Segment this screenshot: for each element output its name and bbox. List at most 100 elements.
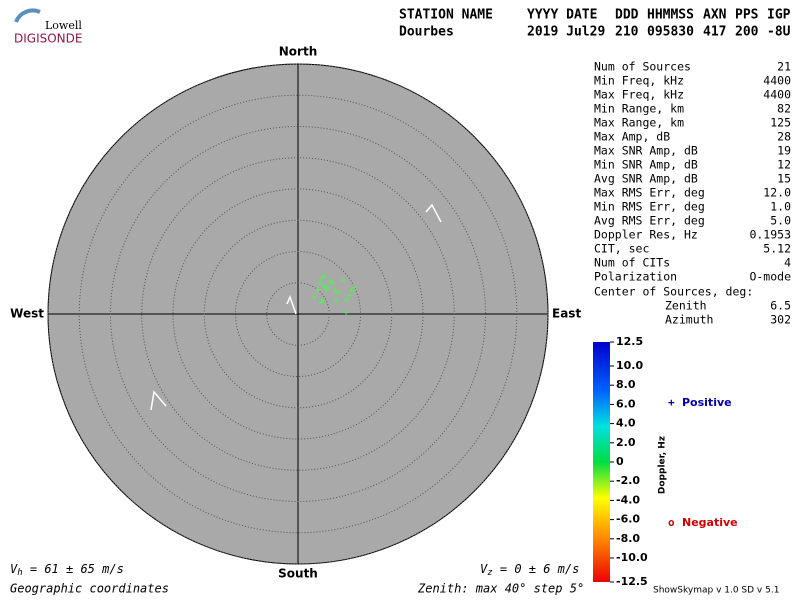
center-label: Azimuth: [665, 313, 713, 327]
source-point: [323, 287, 329, 293]
header-value: 2019 Jul29: [527, 25, 605, 40]
colorbar-tick-label: 2.0: [616, 436, 636, 449]
header-label: STATION NAME: [399, 8, 493, 23]
stat-label: Min Range, km: [594, 102, 684, 116]
stat-value: 21: [777, 60, 791, 74]
header-value: -8U: [767, 25, 791, 40]
legend-symbol: o: [668, 516, 675, 529]
stat-value: 12: [777, 158, 791, 172]
zenith-ring: [141, 157, 455, 471]
zenith-ring: [235, 251, 361, 377]
legend-label: Negative: [682, 516, 738, 529]
velocity-chevron: [150, 390, 167, 411]
source-point: [332, 287, 338, 293]
source-point: [327, 278, 333, 284]
zenith-ring: [172, 188, 424, 440]
stat-value: 5.0: [770, 214, 791, 228]
source-point: [321, 283, 327, 289]
source-point: [330, 280, 336, 286]
vh: Vh = 61 ± 65 m/s: [10, 562, 124, 578]
header-value: 095830: [647, 25, 694, 40]
zenith-ring: [110, 126, 486, 502]
stat-label: Max Amp, dB: [594, 130, 670, 144]
colorbar-tick-label: 0: [616, 455, 624, 468]
stat-label: Doppler Res, Hz: [594, 228, 698, 242]
stat-label: Num of Sources: [594, 60, 691, 74]
source-point: [340, 277, 346, 283]
legend-label: Positive: [682, 396, 732, 409]
colorbar-tick-label: 6.0: [616, 397, 636, 410]
zenith-ring: [266, 282, 330, 346]
stat-label: Polarization: [594, 270, 677, 284]
header-label: DDD: [615, 8, 639, 23]
stat-label: Avg SNR Amp, dB: [594, 172, 698, 186]
colorbar-tick-label: -10.0: [616, 551, 648, 564]
stat-value: O-mode: [749, 270, 791, 284]
logo-top: Lowell: [45, 19, 82, 32]
vz: Vz = 0 ± 6 m/s: [480, 562, 579, 578]
colorbar-tick-label: -12.5: [616, 575, 648, 588]
source-point: [351, 285, 357, 291]
stat-value: 19: [777, 144, 791, 158]
zenith-ring: [47, 63, 549, 565]
center-title: Center of Sources, deg:: [594, 285, 753, 299]
colorbar-label: Doppler, Hz: [658, 436, 668, 494]
legend-symbol: +: [668, 396, 675, 409]
header-value: Dourbes: [399, 25, 454, 40]
logo-bottom: DIGISONDE: [14, 32, 82, 46]
center-label: Zenith: [665, 299, 707, 313]
stat-value: 82: [777, 102, 791, 116]
header-value: 417: [703, 25, 726, 40]
center-value: 6.5: [770, 299, 791, 313]
north-label: North: [279, 45, 317, 59]
coords: Geographic coordinates: [10, 582, 169, 596]
header-label: PPS: [735, 8, 759, 23]
header-label: YYYY DATE: [527, 8, 597, 23]
stat-value: 4: [784, 256, 791, 270]
header-label: HHMMSS: [647, 8, 694, 23]
colorbar-tick-label: -4.0: [616, 493, 640, 506]
colorbar-tick-label: 4.0: [616, 417, 636, 430]
stat-label: Min Freq, kHz: [594, 74, 684, 88]
stat-value: 12.0: [763, 186, 791, 200]
stat-value: 0.1953: [749, 228, 791, 242]
velocity-chevron: [425, 203, 442, 223]
colorbar-tick-label: 12.5: [616, 335, 643, 348]
stat-label: Num of CITs: [594, 256, 670, 270]
zenith-note: Zenith: max 40° step 5°: [417, 582, 584, 596]
zenith-ring: [203, 219, 393, 409]
source-point: [333, 298, 339, 304]
stat-label: Max Freq, kHz: [594, 88, 684, 102]
south-label: South: [278, 567, 318, 581]
logo-arc: [14, 8, 41, 23]
stat-value: 28: [777, 130, 791, 144]
stat-value: 4400: [763, 74, 791, 88]
source-point: [343, 310, 349, 316]
colorbar-tick-label: -2.0: [616, 474, 640, 487]
stat-label: CIT, sec: [594, 242, 649, 256]
stat-value: 1.0: [770, 200, 791, 214]
source-point: [349, 287, 355, 293]
west-label: West: [10, 307, 44, 321]
colorbar-tick-label: 8.0: [616, 378, 636, 391]
colorbar-tick-label: 10.0: [616, 359, 643, 372]
stat-label: Avg RMS Err, deg: [594, 214, 705, 228]
stat-value: 4400: [763, 88, 791, 102]
stat-value: 125: [770, 116, 791, 130]
colorbar: [593, 342, 610, 582]
source-point: [315, 287, 321, 293]
stat-label: Max Range, km: [594, 116, 684, 130]
stat-label: Min SNR Amp, dB: [594, 158, 698, 172]
stat-label: Min RMS Err, deg: [594, 200, 705, 214]
colorbar-tick-label: -6.0: [616, 513, 640, 526]
source-point: [317, 280, 323, 286]
stat-value: 15: [777, 172, 791, 186]
source-point: [322, 273, 328, 279]
source-point: [335, 290, 341, 296]
stat-label: Max RMS Err, deg: [594, 186, 705, 200]
center-value: 302: [770, 313, 791, 327]
version: ShowSkymap v 1.0 SD v 5.1: [653, 586, 779, 596]
source-point: [311, 294, 317, 300]
